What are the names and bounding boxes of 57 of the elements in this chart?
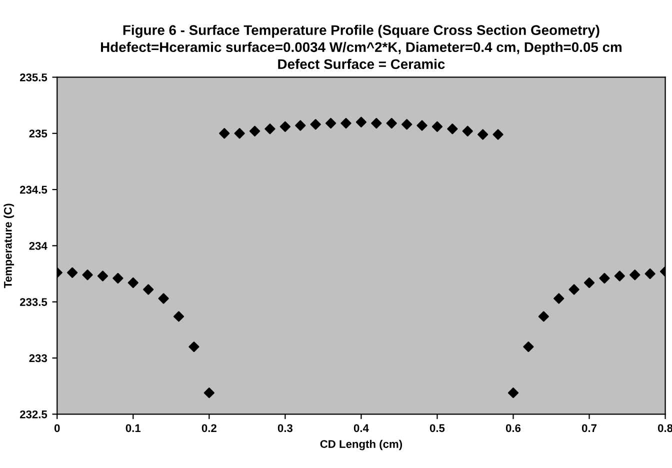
x-tick-label: 0.3 — [278, 424, 292, 432]
point — [128, 277, 138, 288]
point — [402, 119, 412, 130]
point — [143, 284, 154, 295]
y-tick-label: 234.5 — [20, 186, 48, 194]
point — [112, 272, 124, 284]
point — [97, 270, 108, 282]
x-tick-label: 0.1 — [126, 424, 141, 432]
x-tick-label: 0 — [54, 424, 60, 432]
point — [249, 126, 260, 136]
point — [158, 293, 169, 304]
y-tick-label: 235 — [29, 130, 48, 138]
point — [310, 119, 321, 130]
x-tick-label: 0.5 — [430, 424, 445, 432]
point — [568, 284, 580, 295]
x-axis-title: CD Length (cm) — [320, 440, 402, 450]
y-tick-label: 233.5 — [20, 298, 48, 306]
point — [295, 120, 306, 131]
point — [523, 341, 534, 352]
point — [462, 126, 473, 136]
y-tick-label: 234 — [29, 242, 48, 250]
point — [371, 118, 382, 129]
point — [416, 120, 428, 131]
point — [599, 272, 610, 284]
point — [234, 128, 245, 139]
point — [219, 128, 230, 139]
point — [356, 116, 366, 128]
x-tick-label: 0.2 — [202, 424, 216, 432]
point — [508, 388, 519, 398]
y-tick-label: 233 — [29, 354, 47, 362]
point — [614, 270, 625, 282]
point — [554, 293, 564, 304]
point — [280, 121, 290, 132]
point — [340, 118, 352, 129]
point — [492, 129, 504, 140]
y-tick-label: 232.5 — [20, 410, 48, 418]
point — [432, 121, 443, 132]
chart-title: Figure 6 - Surface Temperature Profile (Square Cross Section Geometry) Hdefect=Hceramic surface=0.0034 W/cm^2*K, Diameter=0.4 cm, Depth=0.05 cm Defect Surface = Ceramic — [101, 24, 622, 70]
y-tick-label: 235.5 — [20, 73, 48, 82]
point — [204, 388, 214, 398]
point — [82, 270, 93, 280]
point — [173, 311, 184, 322]
point — [67, 267, 78, 278]
x-tick-label: 0.7 — [582, 424, 596, 432]
point — [644, 268, 656, 280]
point — [325, 118, 336, 129]
point — [584, 277, 595, 288]
point — [630, 270, 640, 280]
point — [478, 129, 488, 140]
point — [447, 124, 458, 134]
point — [188, 341, 200, 352]
x-tick-label: 0.4 — [354, 424, 369, 432]
point — [264, 124, 276, 134]
point — [538, 311, 549, 322]
point — [386, 118, 397, 129]
y-axis-title: Temperature (C) — [4, 204, 14, 288]
x-tick-label: 0.6 — [506, 424, 521, 432]
